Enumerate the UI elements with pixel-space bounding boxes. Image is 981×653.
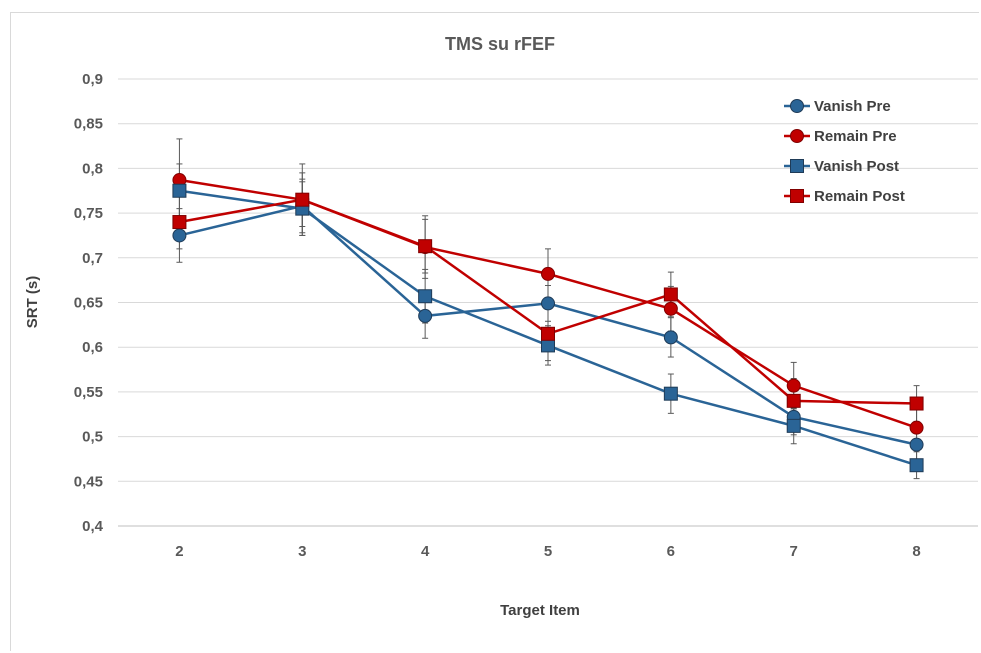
data-point	[418, 289, 433, 304]
data-point	[786, 393, 801, 408]
y-tick-label: 0,5	[82, 429, 103, 446]
x-axis-title: Target Item	[500, 602, 580, 619]
legend-label: Vanish Pre	[814, 98, 891, 115]
x-tick-label: 2	[175, 543, 183, 560]
data-point	[909, 437, 924, 452]
data-point	[172, 183, 187, 198]
data-point	[295, 192, 310, 207]
data-point	[909, 420, 924, 435]
data-point	[172, 215, 187, 230]
data-point	[541, 266, 555, 281]
data-point	[418, 239, 433, 254]
chart-frame	[10, 12, 979, 651]
legend-marker	[790, 189, 804, 203]
y-tick-label: 0,55	[74, 384, 103, 401]
legend-label: Remain Post	[814, 188, 905, 205]
y-tick-label: 0,8	[82, 160, 103, 177]
legend: Vanish Pre Remain Pre Vanish Post Remain Po…	[784, 98, 905, 205]
data-point	[786, 378, 801, 393]
x-tick-label: 6	[667, 543, 675, 560]
y-tick-label: 0,9	[82, 71, 103, 88]
data-point	[541, 326, 555, 341]
series-markers	[172, 173, 924, 473]
x-tick-label: 5	[544, 543, 552, 560]
x-tick-label: 3	[298, 543, 306, 560]
data-point	[172, 228, 187, 243]
data-point	[541, 338, 555, 353]
y-tick-label: 0,45	[74, 473, 103, 490]
legend-marker	[790, 99, 804, 113]
y-tick-label: 0,85	[74, 116, 103, 133]
data-point	[663, 386, 678, 401]
y-tick-label: 0,65	[74, 295, 103, 312]
chart-title: TMS su rFEF	[445, 34, 555, 54]
y-tick-label: 0,7	[82, 250, 103, 267]
data-point	[541, 296, 555, 311]
y-axis-ticks: 0,4 0,45 0,5 0,55 0,6 0,65 0,7 0,75 0,8 0,85 0,9	[74, 71, 104, 535]
legend-marker	[790, 129, 804, 143]
data-point	[663, 301, 678, 316]
data-point	[663, 287, 678, 302]
x-tick-label: 7	[790, 543, 798, 560]
y-axis-title: SRT (s)	[24, 276, 41, 329]
y-tick-label: 0,6	[82, 339, 103, 356]
legend-label: Remain Pre	[814, 128, 897, 145]
x-axis-ticks: 2 3 4 5 6 7 8	[175, 543, 920, 560]
data-point	[418, 308, 433, 323]
y-tick-label: 0,75	[74, 205, 103, 222]
legend-marker	[790, 159, 804, 173]
legend-label: Vanish Post	[814, 158, 899, 175]
data-point	[909, 396, 924, 411]
data-point	[786, 418, 801, 433]
x-tick-label: 8	[912, 543, 920, 560]
data-point	[663, 330, 678, 345]
x-tick-label: 4	[421, 543, 430, 560]
data-point	[909, 458, 924, 473]
y-tick-label: 0,4	[82, 518, 104, 535]
